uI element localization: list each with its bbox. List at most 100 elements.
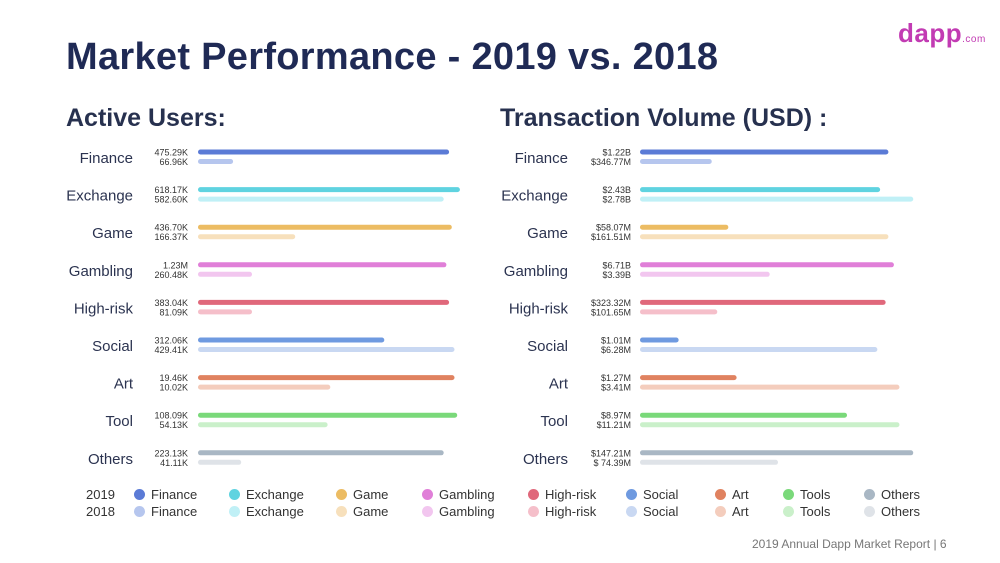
volume-value-label-2019-gambling: $6.71B: [602, 260, 631, 270]
users-value-label-2019-tool: 108.09K: [154, 411, 188, 421]
users-value-label-2018-high-risk: 81.09K: [159, 307, 188, 317]
users-bar-2018-others: [198, 459, 242, 465]
volume-bar-2018-exchange: [640, 196, 914, 202]
legend-dot: [336, 489, 347, 501]
legend-item-2019-exchange: Exchange: [229, 487, 304, 502]
legend-dot: [864, 489, 875, 501]
legend-dot: [422, 489, 433, 501]
legend-label: Exchange: [246, 504, 304, 519]
volume-category-finance: Finance: [515, 150, 568, 167]
users-bar-2018-exchange: [198, 196, 444, 202]
legend-item-2019-game: Game: [336, 487, 388, 502]
volume-category-game: Game: [527, 225, 568, 242]
volume-bar-2019-others: [640, 450, 914, 456]
legend-dot: [626, 506, 637, 518]
legend-item-2018-art: Art: [715, 504, 749, 519]
dapp-logo: dapp.com: [898, 18, 986, 49]
users-category-finance: Finance: [80, 150, 133, 167]
legend-item-2018-finance: Finance: [134, 504, 197, 519]
users-value-label-2018-social: 429.41K: [154, 345, 188, 355]
users-bar-2019-high-risk: [198, 299, 450, 305]
volume-value-label-2019-others: $147.21M: [591, 448, 631, 458]
volume-category-art: Art: [549, 376, 569, 393]
legend-label: High-risk: [545, 504, 597, 519]
legend-item-2018-tools: Tools: [783, 504, 830, 519]
legend-item-2019-gambling: Gambling: [422, 487, 495, 502]
volume-category-social: Social: [527, 338, 568, 355]
legend-label: Finance: [151, 487, 198, 502]
legend-dot: [336, 506, 347, 518]
legend-item-2018-gambling: Gambling: [422, 504, 495, 519]
volume-category-high-risk: High-risk: [509, 300, 569, 317]
volume-bar-2018-gambling: [640, 271, 770, 277]
users-category-exchange: Exchange: [66, 188, 133, 205]
legend-dot: [229, 489, 240, 501]
legend-item-2018-high-risk: High-risk: [528, 504, 596, 519]
users-category-others: Others: [88, 451, 133, 468]
footer: 2019 Annual Dapp Market Report | 6: [752, 537, 947, 551]
users-category-high-risk: High-risk: [74, 300, 134, 317]
volume-value-label-2018-tool: $11.21M: [597, 420, 631, 430]
volume-bar-2018-social: [640, 347, 878, 352]
users-value-label-2019-high-risk: 383.04K: [154, 298, 188, 308]
volume-bar-2018-others: [640, 459, 778, 465]
volume-category-exchange: Exchange: [501, 188, 568, 205]
users-bar-2019-art: [198, 375, 455, 381]
users-category-art: Art: [114, 376, 134, 393]
users-value-label-2019-gambling: 1.23M: [163, 260, 188, 270]
volume-value-label-2018-game: $161.51M: [591, 232, 631, 242]
users-value-label-2018-tool: 54.13K: [159, 420, 188, 430]
volume-bar-2018-high-risk: [640, 309, 718, 315]
volume-value-label-2019-tool: $8.97M: [601, 411, 631, 421]
users-value-label-2018-game: 166.37K: [154, 232, 188, 242]
users-category-social: Social: [92, 338, 133, 355]
volume-value-label-2018-gambling: $3.39B: [602, 270, 631, 280]
legend-item-2019-social: Social: [626, 487, 678, 502]
volume-bar-2019-exchange: [640, 187, 881, 193]
volume-bar-2019-game: [640, 224, 729, 230]
users-bar-2018-art: [198, 384, 331, 390]
legend-label: Others: [881, 487, 921, 502]
legend-item-2019-high-risk: High-risk: [528, 487, 596, 502]
legend-label: Game: [353, 504, 389, 519]
legend-dot: [626, 489, 637, 501]
volume-bar-2019-art: [640, 375, 737, 381]
volume-value-label-2019-game: $58.07M: [596, 223, 631, 233]
legend-item-2018-others: Others: [864, 504, 920, 519]
legend-label: High-risk: [545, 487, 597, 502]
legend-item-2018-social: Social: [626, 504, 678, 519]
users-value-label-2019-others: 223.13K: [154, 448, 188, 458]
volume-bar-2019-high-risk: [640, 299, 886, 305]
active-users-title: Active Users:: [66, 104, 226, 132]
legend-label: Social: [643, 504, 679, 519]
users-bar-2019-game: [198, 224, 452, 230]
legend-item-2019-finance: Finance: [134, 487, 197, 502]
users-bar-2018-high-risk: [198, 309, 252, 315]
volume-bar-2018-tool: [640, 422, 900, 428]
legend-label: Social: [643, 487, 679, 502]
legend-item-2019-others: Others: [864, 487, 920, 502]
users-bar-2018-social: [198, 347, 455, 352]
users-value-label-2019-social: 312.06K: [154, 336, 188, 346]
legend-dot: [783, 506, 794, 518]
legend-label: Gambling: [439, 504, 495, 519]
volume-value-label-2018-high-risk: $101.65M: [591, 307, 631, 317]
volume-bar-2019-finance: [640, 149, 889, 155]
volume-bar-2019-gambling: [640, 262, 894, 268]
volume-value-label-2018-exchange: $2.78B: [602, 195, 631, 205]
volume-value-label-2018-social: $6.28M: [601, 345, 631, 355]
users-bar-2018-game: [198, 234, 296, 240]
legend-dot: [528, 489, 539, 501]
legend-label: Game: [353, 487, 389, 502]
legend-dot: [715, 489, 726, 501]
legend-label: Gambling: [439, 487, 495, 502]
volume-value-label-2018-finance: $346.77M: [591, 157, 631, 167]
legend-dot: [134, 489, 145, 501]
users-value-label-2018-exchange: 582.60K: [154, 195, 188, 205]
users-bar-2019-social: [198, 337, 385, 343]
volume-bar-2018-art: [640, 384, 900, 390]
legend-year-2018: 2018: [86, 504, 115, 519]
users-bar-2019-finance: [198, 149, 450, 155]
legend-label: Others: [881, 504, 921, 519]
